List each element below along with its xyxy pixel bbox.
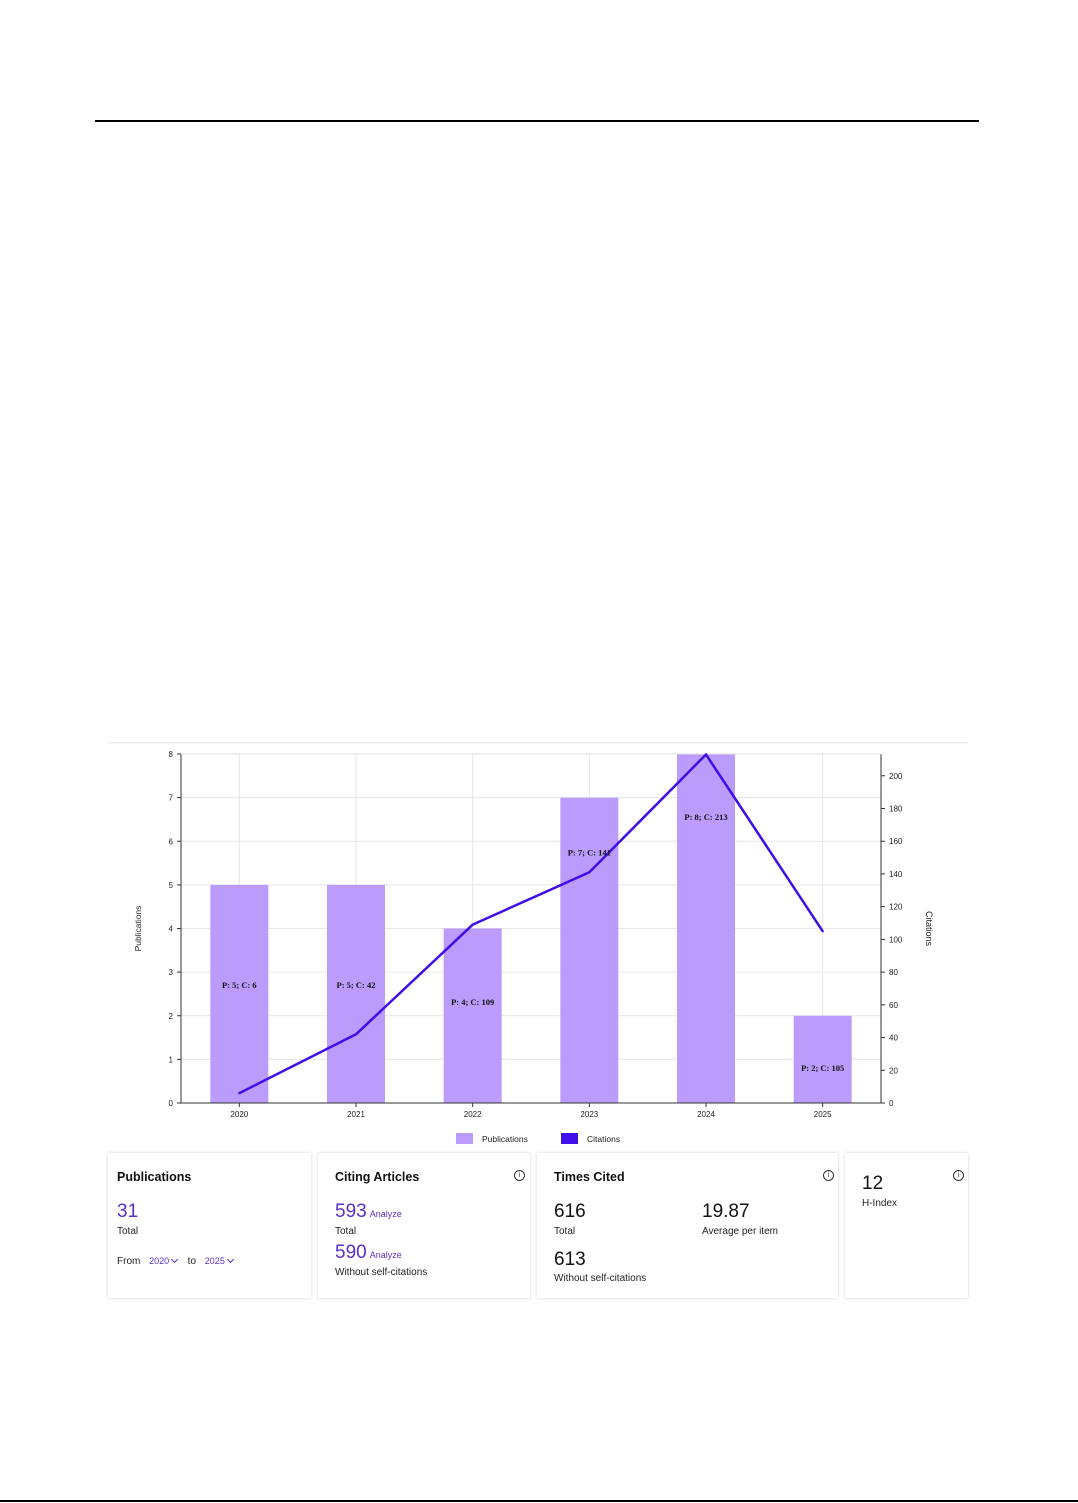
bar-publications — [677, 754, 735, 1103]
y-right-tick-label: 100 — [889, 935, 903, 944]
y-right-tick-label: 60 — [889, 1001, 898, 1010]
times-cited-total-caption: Total — [554, 1226, 576, 1237]
chevron-down-icon — [226, 1255, 234, 1264]
analyze-link[interactable]: Analyze — [369, 1209, 402, 1219]
publications-total-caption: Total — [117, 1226, 139, 1237]
citing-noself-number[interactable]: 590 — [335, 1242, 367, 1263]
citing-total-value: 593 Analyze — [335, 1201, 402, 1223]
bar-data-label: P: 2; C: 105 — [801, 1063, 844, 1073]
bottom-rule — [0, 1500, 1078, 1502]
publications-total-value[interactable]: 31 — [117, 1201, 139, 1222]
year-range: From 2020 to 2025 — [117, 1255, 234, 1267]
y-left-tick-label: 3 — [169, 968, 174, 977]
citations-point — [588, 871, 591, 874]
bar-publications — [327, 884, 385, 1103]
citations-point — [821, 929, 824, 933]
times-cited-noself-caption: Without self-citations — [554, 1273, 647, 1284]
y-left-tick-label: 6 — [169, 837, 174, 846]
analyze-link[interactable]: Analyze — [369, 1250, 402, 1260]
info-icon[interactable]: i — [953, 1170, 964, 1181]
times-cited-total-value[interactable]: 616 — [554, 1201, 586, 1222]
h-index-caption: H-Index — [862, 1198, 898, 1209]
x-tick-label: 2022 — [464, 1110, 482, 1119]
times-cited-title: Times Cited — [554, 1170, 625, 1184]
y-left-tick-label: 0 — [169, 1099, 174, 1108]
from-label: From — [117, 1256, 141, 1267]
bar-publications — [793, 1015, 852, 1103]
bar-publications — [443, 928, 502, 1103]
publications-card: Publications 31 Total From 2020 to 2025 — [108, 1153, 311, 1298]
line-citations — [238, 753, 824, 1095]
y-right-tick-label: 120 — [889, 903, 903, 912]
to-label: to — [187, 1256, 197, 1267]
publications-citations-chart: 0123456780204060801001201401601802002020… — [133, 750, 934, 1144]
y-right-tick-label: 160 — [889, 837, 903, 846]
citations-point — [238, 1091, 241, 1095]
bar-data-label: P: 5; C: 6 — [222, 980, 257, 990]
y-right-tick-label: 180 — [889, 804, 903, 813]
to-year-value: 2025 — [204, 1256, 225, 1266]
y-right-tick-label: 0 — [889, 1099, 894, 1108]
x-tick-label: 2020 — [230, 1110, 248, 1119]
bar-data-label: P: 5; C: 42 — [337, 980, 376, 990]
citations-point — [471, 923, 474, 926]
panel-top-shadow — [108, 742, 968, 745]
publications-card-title: Publications — [117, 1170, 192, 1184]
citing-articles-title: Citing Articles — [335, 1170, 420, 1184]
average-per-item-caption: Average per item — [702, 1226, 778, 1237]
h-index-value: 12 — [862, 1173, 884, 1194]
x-tick-label: 2025 — [814, 1110, 832, 1119]
y-left-tick-label: 4 — [169, 925, 174, 934]
y-right-tick-label: 200 — [889, 772, 903, 781]
y-right-tick-label: 140 — [889, 870, 903, 879]
y-right-tick-label: 80 — [889, 968, 898, 977]
info-icon[interactable]: i — [514, 1170, 525, 1181]
y-left-tick-label: 8 — [169, 750, 174, 759]
y-axis-right-title: Citations — [924, 911, 934, 947]
legend-swatch-citations — [561, 1133, 578, 1144]
y-axis-left-title: Publications — [133, 906, 143, 952]
average-per-item-value: 19.87 — [702, 1201, 750, 1222]
bar-data-label: P: 7; C: 141 — [568, 848, 611, 858]
times-cited-noself-value[interactable]: 613 — [554, 1249, 586, 1270]
y-left-tick-label: 1 — [169, 1055, 174, 1064]
from-year-value: 2020 — [149, 1256, 170, 1266]
citing-noself-caption: Without self-citations — [335, 1267, 428, 1278]
times-cited-card: Times Cited i 616 Total 19.87 Average pe… — [537, 1153, 838, 1298]
to-year-select[interactable]: 2025 — [204, 1255, 234, 1266]
bar-publications — [560, 797, 619, 1103]
chevron-down-icon — [171, 1255, 179, 1264]
y-left-tick-label: 5 — [169, 881, 174, 890]
y-left-tick-label: 7 — [169, 794, 174, 803]
from-year-select[interactable]: 2020 — [149, 1255, 180, 1266]
citing-total-caption: Total — [335, 1226, 357, 1237]
x-tick-label: 2024 — [697, 1110, 715, 1119]
x-tick-label: 2023 — [580, 1110, 598, 1119]
citations-point — [354, 1033, 358, 1036]
x-tick-label: 2021 — [347, 1110, 365, 1119]
citing-total-number[interactable]: 593 — [335, 1201, 367, 1222]
top-rule — [95, 120, 979, 122]
info-icon[interactable]: i — [823, 1170, 834, 1181]
citing-articles-card: Citing Articles i 593 Analyze Total 590 An… — [318, 1153, 530, 1298]
bar-publications — [210, 884, 269, 1103]
legend-label-citations: Citations — [587, 1134, 620, 1144]
citations-point — [704, 753, 708, 756]
bar-data-label: P: 4; C: 109 — [451, 997, 494, 1007]
bar-data-label: P: 8; C: 213 — [684, 812, 727, 822]
citing-noself-value: 590 Analyze — [335, 1242, 402, 1264]
h-index-card: 12 H-Index i — [845, 1153, 968, 1298]
y-right-tick-label: 20 — [889, 1066, 898, 1075]
y-right-tick-label: 40 — [889, 1034, 898, 1043]
legend-swatch-publications — [456, 1133, 473, 1144]
y-left-tick-label: 2 — [169, 1012, 174, 1021]
legend-label-publications: Publications — [482, 1134, 528, 1144]
